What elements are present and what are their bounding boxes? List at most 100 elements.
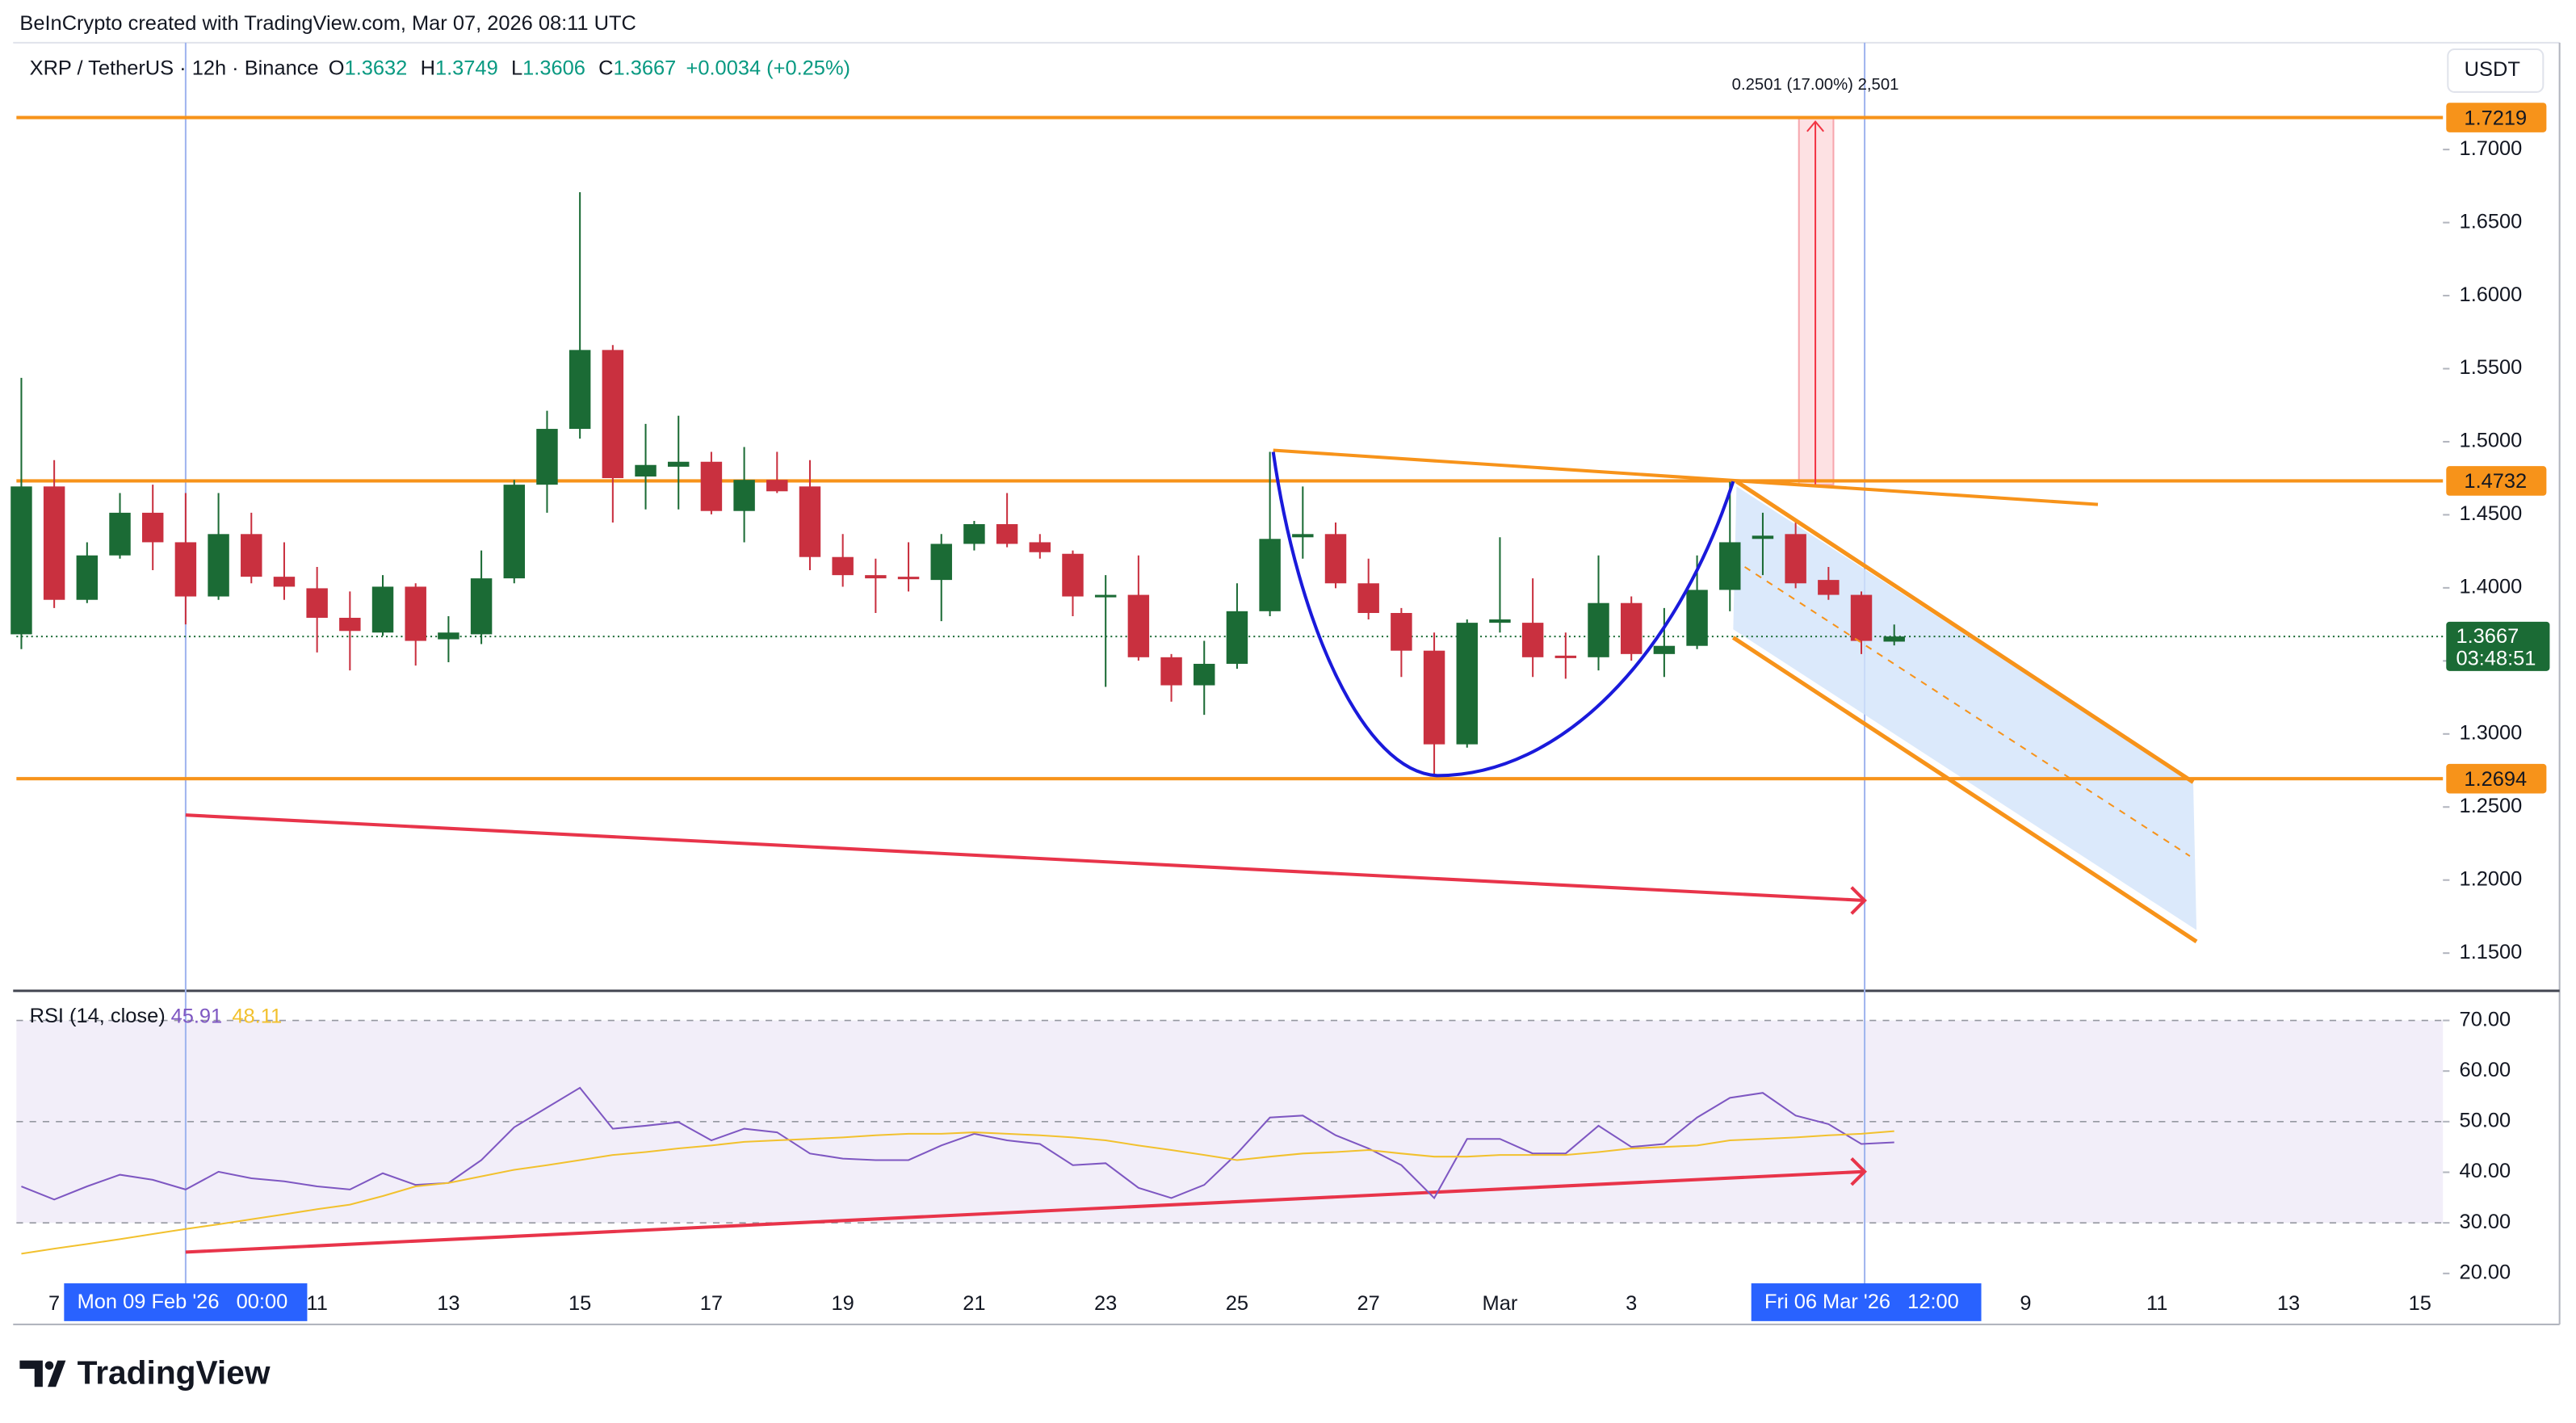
x-tick-label: Mar [1483,1292,1518,1315]
candle [1554,632,1577,679]
level-label: 1.7219 [2464,107,2527,129]
countdown: 03:48:51 [2456,647,2536,670]
frame [13,41,2561,1325]
candle [1521,578,1544,678]
x-tick-label: 17 [700,1292,723,1315]
y-tick-label: 1.4000 [2460,576,2523,598]
candle-body [1324,534,1347,584]
legend-ohlc-value: 1.3667 [614,57,677,79]
legend-ohlc-label: H [421,57,435,79]
candle [273,542,296,600]
arrowhead [1850,1156,1867,1186]
candle [1029,534,1051,559]
y-tick-label: 1.1500 [2460,941,2523,963]
candle-body [1653,645,1676,654]
candle [568,191,591,439]
y-tick-label: 20.00 [2460,1261,2511,1284]
candle [930,534,952,622]
candle [141,485,164,570]
y-tick-label: 60.00 [2460,1059,2511,1081]
candle-body [602,350,624,479]
price-divergence-line [185,813,1865,903]
candle [76,542,99,603]
candle-body [1391,613,1412,651]
candle-body [700,461,723,511]
candle [43,460,65,608]
candle [1062,550,1084,616]
candle-body [1094,594,1117,598]
y-tick-label: 70.00 [2460,1008,2511,1031]
y-tick-label: 1.2000 [2460,867,2523,890]
current-price-label: 1.3667 [2456,625,2519,648]
legend-ohlc-label: L [511,57,522,79]
header: BeInCrypto created with TradingView.com,… [19,12,636,35]
candle-body [339,617,361,632]
x-tick-label: 3 [1626,1292,1637,1315]
arrowhead [1850,886,1867,915]
legend-title: XRP / TetherUS · 12h · Binance [30,57,319,79]
candle [1456,619,1478,748]
crosshair-label-box [1751,1283,1982,1321]
x-tick-label: 15 [2409,1292,2431,1315]
candle-body [1062,553,1084,597]
candle [1194,640,1215,716]
measure-label: 0.2501 (17.00%) 2,501 [1732,76,1899,94]
candle-body [141,512,164,543]
legend-ohlc-value: 1.3606 [522,57,585,79]
candle-body [43,486,65,600]
candle [1127,555,1150,661]
y-tick-label: 40.00 [2460,1160,2511,1182]
legend-change: +0.0034 (+0.25%) [686,57,851,79]
candle-body [76,555,99,600]
candle [602,345,624,523]
candle [1653,607,1676,678]
x-tick-label: 13 [437,1292,459,1315]
candle [1785,523,1806,589]
candle-body [1292,534,1314,538]
y-tick-label: 30.00 [2460,1211,2511,1233]
level-label-box [2446,466,2547,496]
candle-body [241,534,262,577]
candle-body [174,542,197,597]
x-tick-label: 11 [306,1292,327,1315]
channel-fill [1733,486,2197,930]
y-tick-label: 1.6000 [2460,283,2523,306]
labels: 0.2501 (17.00%) 2,501 USDT RSI (14, clos… [30,48,2550,1027]
channel-upper [1735,480,2195,784]
candle [405,583,426,666]
channel-mid [1744,566,2191,857]
logo: TradingView [19,1354,271,1392]
candle [1588,555,1609,671]
candle-body [1423,650,1445,745]
candle-body [733,480,755,511]
y-tick-label: 1.3000 [2460,722,2523,745]
candle-body [1521,623,1544,657]
candle [536,410,558,513]
candle [438,615,459,662]
candle [1292,486,1314,559]
candle-body [1620,602,1643,654]
candle [1818,567,1840,600]
footer: TradingView [78,1354,271,1392]
y-tick-label: 1.6500 [2460,210,2523,233]
y-tick-label: 1.5000 [2460,430,2523,452]
crosshair-label: Fri 06 Mar '26 12:00 [1764,1291,1959,1313]
crosshair-label-box [64,1283,308,1321]
candle-body [1357,583,1379,614]
logo-icon [19,1360,66,1387]
level-label: 1.2694 [2464,768,2527,791]
currency: USDT [2465,58,2520,81]
candle-body [766,480,788,492]
candle [1324,523,1347,589]
current-price-box [2446,621,2550,671]
candle-body [438,632,459,640]
candle [1391,607,1412,678]
rsi-line [21,1086,1894,1201]
x-tick-label: 21 [963,1292,985,1315]
candle [208,493,229,600]
legend-ohlc-value: 1.3749 [435,57,498,79]
candle [503,480,526,584]
candle-body [635,464,657,477]
